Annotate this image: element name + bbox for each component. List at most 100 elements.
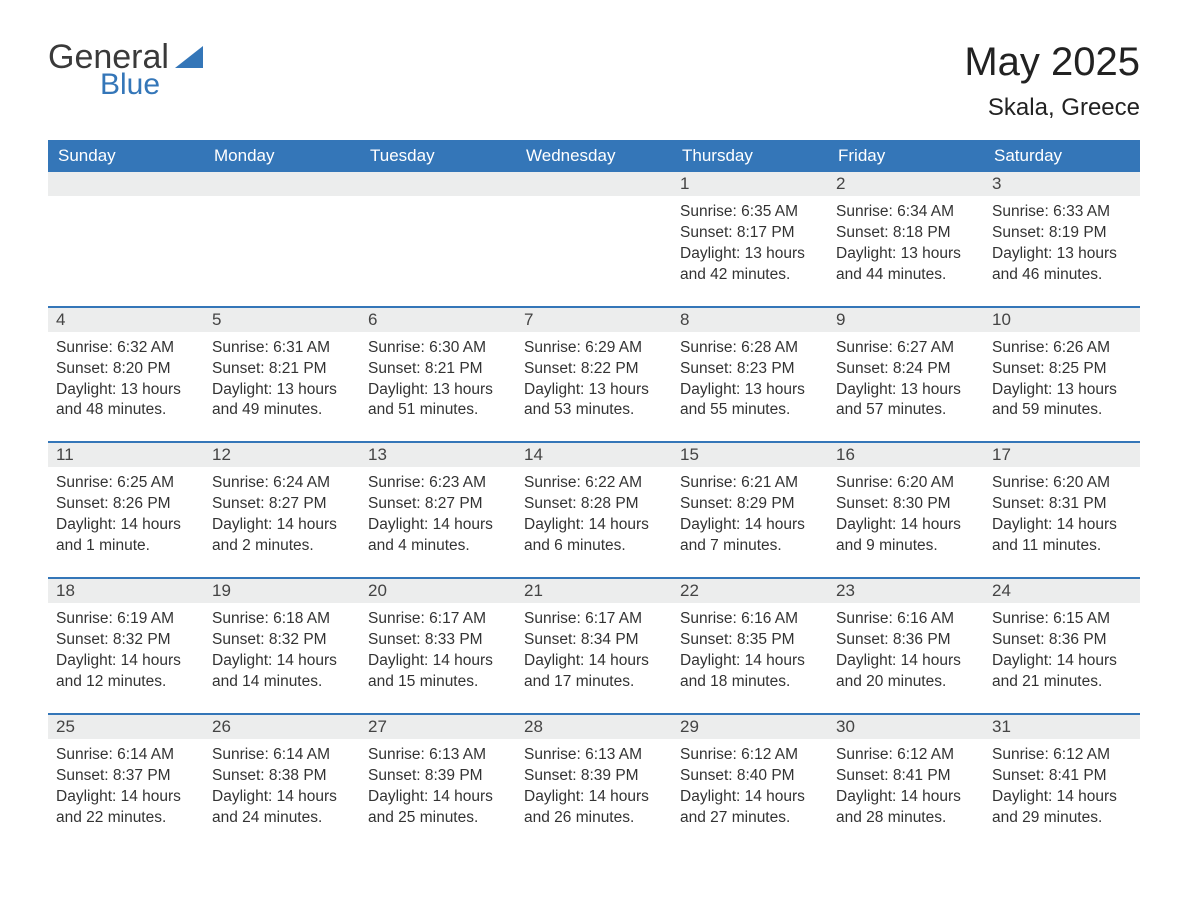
dow-wednesday: Wednesday [516, 140, 672, 172]
day-dl2: and 55 minutes. [680, 400, 820, 421]
day-number-cell: 25 [48, 715, 204, 739]
day-cell: Sunrise: 6:14 AMSunset: 8:38 PMDaylight:… [204, 739, 360, 849]
day-sunset: Sunset: 8:36 PM [836, 630, 976, 651]
day-number-cell: 5 [204, 308, 360, 332]
day-sunset: Sunset: 8:27 PM [368, 494, 508, 515]
day-sunset: Sunset: 8:39 PM [524, 766, 664, 787]
day-cell: Sunrise: 6:16 AMSunset: 8:36 PMDaylight:… [828, 603, 984, 713]
brand-triangle-icon [175, 46, 203, 68]
day-cell [516, 196, 672, 306]
day-sunset: Sunset: 8:35 PM [680, 630, 820, 651]
day-dl1: Daylight: 14 hours [836, 651, 976, 672]
day-cell: Sunrise: 6:14 AMSunset: 8:37 PMDaylight:… [48, 739, 204, 849]
day-number-cell: 28 [516, 715, 672, 739]
day-sunset: Sunset: 8:38 PM [212, 766, 352, 787]
day-cell: Sunrise: 6:18 AMSunset: 8:32 PMDaylight:… [204, 603, 360, 713]
day-sunrise: Sunrise: 6:12 AM [836, 745, 976, 766]
day-number-cell: 29 [672, 715, 828, 739]
day-number-cell: 7 [516, 308, 672, 332]
day-cell: Sunrise: 6:15 AMSunset: 8:36 PMDaylight:… [984, 603, 1140, 713]
day-dl2: and 22 minutes. [56, 808, 196, 829]
day-sunset: Sunset: 8:41 PM [836, 766, 976, 787]
day-number-cell: 12 [204, 443, 360, 467]
day-sunrise: Sunrise: 6:12 AM [680, 745, 820, 766]
day-dl2: and 14 minutes. [212, 672, 352, 693]
day-sunset: Sunset: 8:39 PM [368, 766, 508, 787]
day-dl2: and 42 minutes. [680, 265, 820, 286]
day-dl2: and 15 minutes. [368, 672, 508, 693]
day-cell: Sunrise: 6:30 AMSunset: 8:21 PMDaylight:… [360, 332, 516, 442]
day-sunset: Sunset: 8:19 PM [992, 223, 1132, 244]
day-cell: Sunrise: 6:29 AMSunset: 8:22 PMDaylight:… [516, 332, 672, 442]
day-number-cell: 20 [360, 579, 516, 603]
day-sunset: Sunset: 8:21 PM [368, 359, 508, 380]
day-sunrise: Sunrise: 6:34 AM [836, 202, 976, 223]
day-of-week-header: Sunday Monday Tuesday Wednesday Thursday… [48, 140, 1140, 172]
day-number-cell: 31 [984, 715, 1140, 739]
day-sunrise: Sunrise: 6:31 AM [212, 338, 352, 359]
day-sunset: Sunset: 8:41 PM [992, 766, 1132, 787]
day-sunset: Sunset: 8:24 PM [836, 359, 976, 380]
day-cell: Sunrise: 6:27 AMSunset: 8:24 PMDaylight:… [828, 332, 984, 442]
day-sunrise: Sunrise: 6:32 AM [56, 338, 196, 359]
dow-tuesday: Tuesday [360, 140, 516, 172]
day-sunrise: Sunrise: 6:22 AM [524, 473, 664, 494]
day-sunrise: Sunrise: 6:14 AM [212, 745, 352, 766]
day-cell: Sunrise: 6:12 AMSunset: 8:40 PMDaylight:… [672, 739, 828, 849]
day-dl1: Daylight: 14 hours [212, 651, 352, 672]
day-sunset: Sunset: 8:22 PM [524, 359, 664, 380]
day-cell: Sunrise: 6:20 AMSunset: 8:30 PMDaylight:… [828, 467, 984, 577]
day-cell: Sunrise: 6:16 AMSunset: 8:35 PMDaylight:… [672, 603, 828, 713]
day-dl2: and 44 minutes. [836, 265, 976, 286]
day-number-cell: 6 [360, 308, 516, 332]
day-dl2: and 11 minutes. [992, 536, 1132, 557]
dow-thursday: Thursday [672, 140, 828, 172]
day-dl1: Daylight: 14 hours [212, 787, 352, 808]
day-sunrise: Sunrise: 6:23 AM [368, 473, 508, 494]
day-cell: Sunrise: 6:31 AMSunset: 8:21 PMDaylight:… [204, 332, 360, 442]
day-dl2: and 17 minutes. [524, 672, 664, 693]
day-dl1: Daylight: 13 hours [992, 244, 1132, 265]
day-sunset: Sunset: 8:32 PM [56, 630, 196, 651]
day-sunrise: Sunrise: 6:20 AM [992, 473, 1132, 494]
day-sunrise: Sunrise: 6:19 AM [56, 609, 196, 630]
day-number-cell: 4 [48, 308, 204, 332]
day-sunrise: Sunrise: 6:14 AM [56, 745, 196, 766]
day-sunset: Sunset: 8:37 PM [56, 766, 196, 787]
day-number-cell: 22 [672, 579, 828, 603]
day-dl1: Daylight: 14 hours [680, 651, 820, 672]
week-daynum-band: 45678910 [48, 306, 1140, 332]
day-number-cell: 21 [516, 579, 672, 603]
day-sunrise: Sunrise: 6:26 AM [992, 338, 1132, 359]
day-dl1: Daylight: 14 hours [836, 787, 976, 808]
day-dl1: Daylight: 13 hours [992, 380, 1132, 401]
day-cell: Sunrise: 6:21 AMSunset: 8:29 PMDaylight:… [672, 467, 828, 577]
day-sunset: Sunset: 8:32 PM [212, 630, 352, 651]
day-dl2: and 29 minutes. [992, 808, 1132, 829]
day-dl1: Daylight: 13 hours [836, 244, 976, 265]
day-dl1: Daylight: 13 hours [56, 380, 196, 401]
title-location: Skala, Greece [964, 94, 1140, 122]
day-sunset: Sunset: 8:31 PM [992, 494, 1132, 515]
day-dl2: and 21 minutes. [992, 672, 1132, 693]
day-dl2: and 6 minutes. [524, 536, 664, 557]
week-daynum-band: 25262728293031 [48, 713, 1140, 739]
day-sunset: Sunset: 8:28 PM [524, 494, 664, 515]
day-number-cell: 26 [204, 715, 360, 739]
day-dl1: Daylight: 14 hours [680, 515, 820, 536]
day-cell: Sunrise: 6:12 AMSunset: 8:41 PMDaylight:… [828, 739, 984, 849]
day-dl1: Daylight: 14 hours [524, 787, 664, 808]
day-sunset: Sunset: 8:17 PM [680, 223, 820, 244]
day-cell: Sunrise: 6:22 AMSunset: 8:28 PMDaylight:… [516, 467, 672, 577]
day-dl2: and 18 minutes. [680, 672, 820, 693]
day-sunrise: Sunrise: 6:28 AM [680, 338, 820, 359]
day-dl2: and 24 minutes. [212, 808, 352, 829]
week-body-row: Sunrise: 6:19 AMSunset: 8:32 PMDaylight:… [48, 603, 1140, 713]
day-dl2: and 27 minutes. [680, 808, 820, 829]
day-cell: Sunrise: 6:17 AMSunset: 8:33 PMDaylight:… [360, 603, 516, 713]
day-dl1: Daylight: 13 hours [836, 380, 976, 401]
day-number-cell: 3 [984, 172, 1140, 196]
day-dl1: Daylight: 13 hours [368, 380, 508, 401]
day-number-cell: 8 [672, 308, 828, 332]
day-sunset: Sunset: 8:36 PM [992, 630, 1132, 651]
